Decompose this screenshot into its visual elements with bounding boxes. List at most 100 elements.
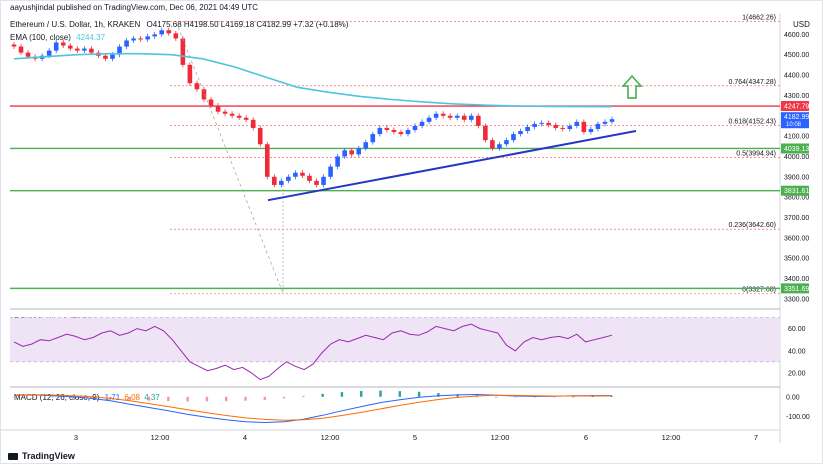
candle-body-73 xyxy=(525,126,530,132)
price-tick-label-6: 3900.00 xyxy=(784,174,809,181)
ema-line xyxy=(13,52,613,108)
candle-body-85 xyxy=(609,119,615,122)
macd-hist-bar-26 xyxy=(514,396,517,398)
candle-body-40 xyxy=(293,172,298,177)
symbol-title: Ethereum / U.S. Dollar, 1h, KRAKEN xyxy=(10,20,141,29)
price-tick-label-10: 4300.00 xyxy=(784,93,809,100)
candle-body-46 xyxy=(335,156,340,167)
macd-hist-bar-11 xyxy=(224,396,228,402)
candle-body-56 xyxy=(405,129,411,135)
candle-body-11 xyxy=(89,48,94,53)
candle-body-82 xyxy=(588,128,594,133)
macd-hist-bar-14 xyxy=(282,396,286,399)
candle-body-9 xyxy=(75,48,80,51)
level-tag-label-3: 3351.69 xyxy=(784,286,809,293)
time-tick-label-1: 12:00 xyxy=(151,433,170,442)
candle-body-37 xyxy=(272,176,277,185)
candle-body-66 xyxy=(476,115,481,126)
candle-body-51 xyxy=(370,134,376,143)
candle-body-49 xyxy=(356,148,362,155)
candle-body-72 xyxy=(518,131,523,135)
macd-label: MACD (12, 26, close, 9) xyxy=(14,393,100,402)
level-tag-2 xyxy=(781,185,809,196)
brand-text: TradingView xyxy=(22,451,75,461)
candle-body-15 xyxy=(117,46,122,55)
candle-body-27 xyxy=(201,89,207,100)
time-tick-label-7: 12:00 xyxy=(662,433,681,442)
macd-hist-bar-31 xyxy=(610,396,614,398)
fib-label-5: 0(3327.68) xyxy=(742,286,776,293)
level-tag-1 xyxy=(781,143,809,154)
last-price-label: 4182.99 xyxy=(784,114,809,121)
candle-body-59 xyxy=(426,117,432,122)
candle-body-65 xyxy=(468,115,474,120)
macd-tick-label-1: -100.00 xyxy=(786,414,810,421)
candle-body-13 xyxy=(103,55,108,59)
candle-body-23 xyxy=(173,33,179,39)
ema-value: 4244.37 xyxy=(76,33,106,42)
candle-body-58 xyxy=(419,121,425,126)
level-tag-label-0: 4247.79 xyxy=(784,104,809,111)
rsi-line xyxy=(13,323,613,381)
fib-diagonal xyxy=(175,21,284,294)
candle-body-63 xyxy=(454,115,460,118)
candle-body-84 xyxy=(602,121,608,124)
level-tag-label-1: 4039.13 xyxy=(784,146,809,153)
candle-body-14 xyxy=(110,54,115,59)
fib-label-4: 0.236(3642.60) xyxy=(729,222,776,229)
candle-body-74 xyxy=(532,123,537,127)
candle-body-2 xyxy=(25,52,31,57)
level-tag-0 xyxy=(781,101,809,112)
candle-body-77 xyxy=(553,124,559,128)
rsi-tick-label-2: 60.00 xyxy=(788,326,806,333)
candle-body-32 xyxy=(236,115,242,118)
macd-hist-bar-15 xyxy=(302,396,305,397)
candle-body-35 xyxy=(257,127,263,145)
candle-body-42 xyxy=(307,175,312,181)
macd-value-2: 6.08 xyxy=(124,393,140,402)
candle-body-30 xyxy=(222,111,228,114)
price-tick-label-3: 3600.00 xyxy=(784,235,809,242)
fib-label-2: 0.618(4152.43) xyxy=(729,118,776,125)
price-tick-label-1: 3400.00 xyxy=(784,276,809,283)
price-tick-label-2: 3500.00 xyxy=(784,256,809,263)
macd-line xyxy=(13,393,612,424)
candle-body-43 xyxy=(314,180,319,185)
candle-body-55 xyxy=(398,132,404,135)
candle-body-69 xyxy=(497,144,502,149)
time-tick-label-8: 7 xyxy=(754,433,758,442)
macd-hist-bar-7 xyxy=(147,396,151,401)
tradingview-logo-icon xyxy=(8,452,18,460)
macd-hist-bar-16 xyxy=(321,393,324,397)
price-tick-label-4: 3700.00 xyxy=(784,215,809,222)
candle-body-38 xyxy=(279,180,284,185)
macd-hist-bar-23 xyxy=(456,394,459,397)
macd-hist-bar-29 xyxy=(572,396,575,398)
macd-hist-bar-22 xyxy=(437,393,440,397)
macd-hist-bar-30 xyxy=(591,396,594,398)
candle-body-24 xyxy=(180,38,186,65)
time-tick-label-2: 4 xyxy=(243,433,247,442)
fib-label-0: 1(4662.26) xyxy=(742,15,776,22)
time-tick-label-5: 12:00 xyxy=(491,433,510,442)
candle-body-80 xyxy=(574,121,580,126)
candle-body-1 xyxy=(18,46,24,53)
macd-value-1: 1.71 xyxy=(104,393,121,402)
candle-body-64 xyxy=(461,115,467,120)
candle-body-36 xyxy=(264,144,270,177)
candle-body-28 xyxy=(208,99,214,106)
macd-hist-bar-20 xyxy=(398,391,402,397)
time-tick-label-0: 3 xyxy=(74,433,78,442)
candle-body-34 xyxy=(250,119,256,128)
ema-legend: EMA (100, close) 4244.37 xyxy=(10,33,105,42)
time-tick-label-3: 12:00 xyxy=(321,433,340,442)
candle-body-70 xyxy=(504,140,509,145)
candle-body-41 xyxy=(300,172,305,176)
macd-hist-bar-6 xyxy=(128,396,131,401)
candle-body-6 xyxy=(53,42,59,51)
candle-body-57 xyxy=(412,125,418,130)
price-tick-label-11: 4400.00 xyxy=(784,73,809,80)
up-arrow-icon xyxy=(621,74,643,99)
